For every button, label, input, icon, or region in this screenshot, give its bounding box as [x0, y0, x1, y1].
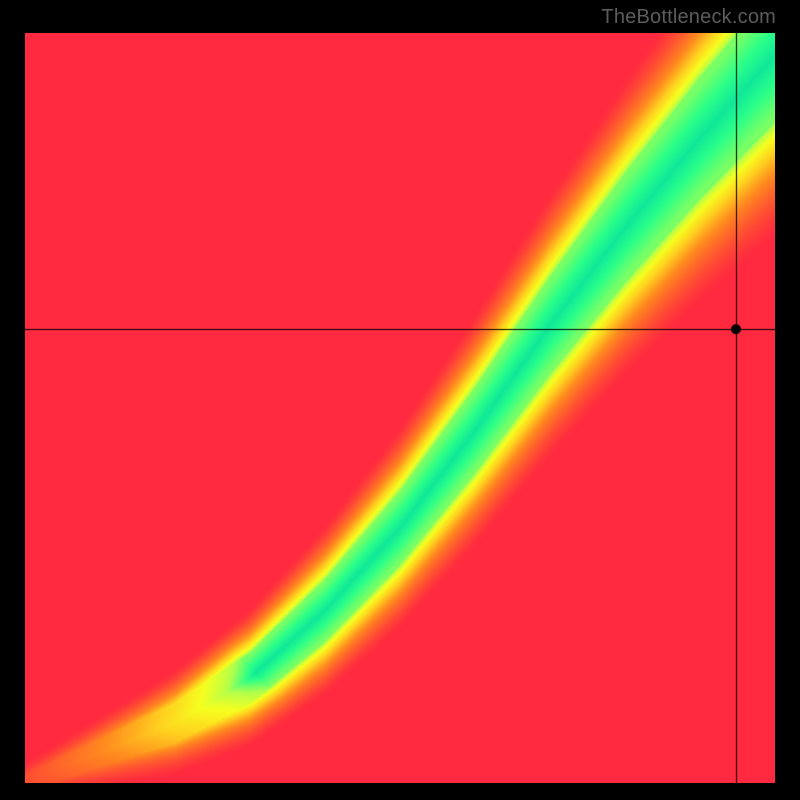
bottleneck-heatmap [25, 33, 775, 783]
watermark: TheBottleneck.com [601, 6, 776, 29]
heatmap-canvas [25, 33, 775, 783]
